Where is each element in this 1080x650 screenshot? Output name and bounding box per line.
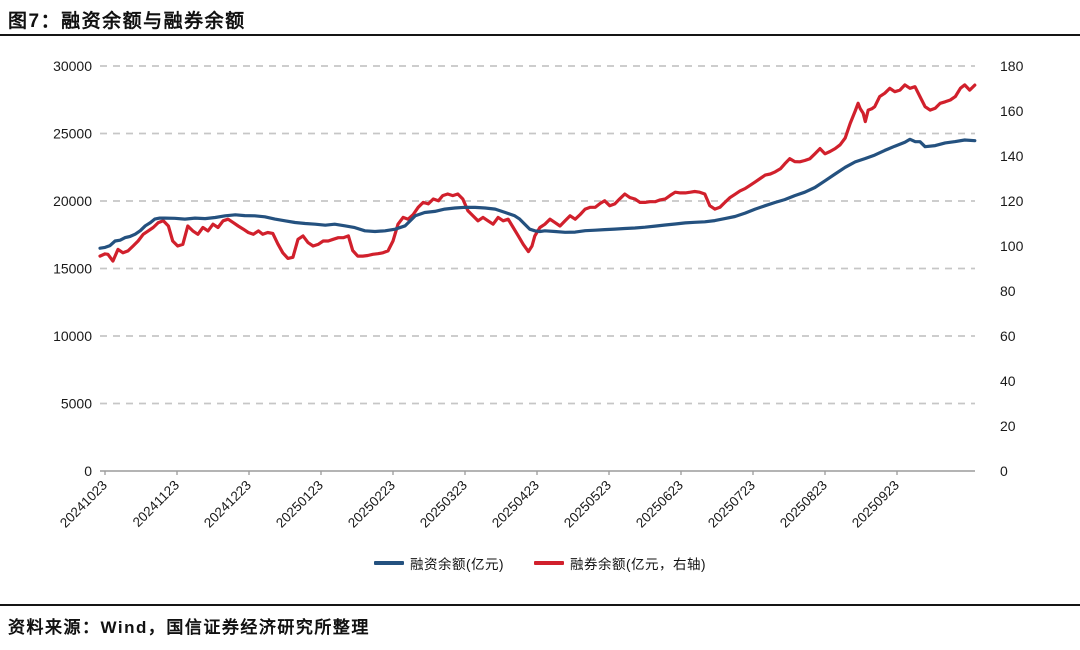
y-left-tick-label: 25000 — [53, 126, 92, 142]
y-left-tick-label: 0 — [84, 463, 92, 479]
y-right-tick-label: 120 — [1000, 193, 1024, 209]
legend-item-securities-lending-balance: 融券余额(亿元，右轴) — [534, 553, 706, 573]
figure-title: 图7：融资余额与融券余额 — [8, 11, 246, 32]
y-right-tick-label: 60 — [1000, 328, 1016, 344]
y-left-tick-label: 10000 — [53, 328, 92, 344]
x-tick-label: 20250223 — [345, 478, 398, 531]
y-right-tick-label: 40 — [1000, 373, 1016, 389]
y-left-tick-label: 30000 — [53, 58, 92, 74]
source-divider — [0, 604, 1080, 606]
chart-legend: 融资余额(亿元) 融券余额(亿元，右轴) — [0, 553, 1080, 573]
x-tick-label: 20250523 — [561, 478, 614, 531]
x-tick-label: 20250823 — [777, 478, 830, 531]
y-left-tick-label: 20000 — [53, 193, 92, 209]
y-right-tick-label: 100 — [1000, 238, 1024, 254]
financing-balance-line — [98, 137, 977, 250]
legend-swatch-financing-balance — [374, 561, 404, 565]
x-tick-label: 20250423 — [489, 478, 542, 531]
y-left-tick-label: 15000 — [53, 261, 92, 277]
x-tick-label: 20241023 — [57, 478, 110, 531]
y-right-tick-label: 80 — [1000, 283, 1016, 299]
legend-label-financing-balance: 融资余额(亿元) — [410, 557, 504, 572]
legend-item-financing-balance: 融资余额(亿元) — [374, 553, 504, 573]
x-tick-label: 20250923 — [849, 478, 902, 531]
legend-swatch-securities-lending-balance — [534, 561, 564, 565]
source-note: 资料来源：Wind，国信证券经济研究所整理 — [8, 618, 370, 637]
title-divider — [0, 34, 1080, 36]
x-tick-label: 20250123 — [273, 478, 326, 531]
y-right-tick-label: 0 — [1000, 463, 1008, 479]
y-left-tick-label: 5000 — [61, 396, 92, 412]
y-right-tick-label: 140 — [1000, 148, 1024, 164]
y-right-tick-label: 20 — [1000, 418, 1016, 434]
y-right-tick-label: 180 — [1000, 58, 1024, 74]
x-tick-label: 20241223 — [201, 478, 254, 531]
x-tick-label: 20250623 — [633, 478, 686, 531]
x-tick-label: 20241123 — [130, 478, 182, 530]
x-tick-label: 20250723 — [705, 478, 758, 531]
y-right-tick-label: 160 — [1000, 103, 1024, 119]
legend-label-securities-lending-balance: 融券余额(亿元，右轴) — [570, 557, 706, 572]
securities-lending-balance-line — [98, 83, 977, 263]
x-tick-label: 20250323 — [417, 478, 470, 531]
